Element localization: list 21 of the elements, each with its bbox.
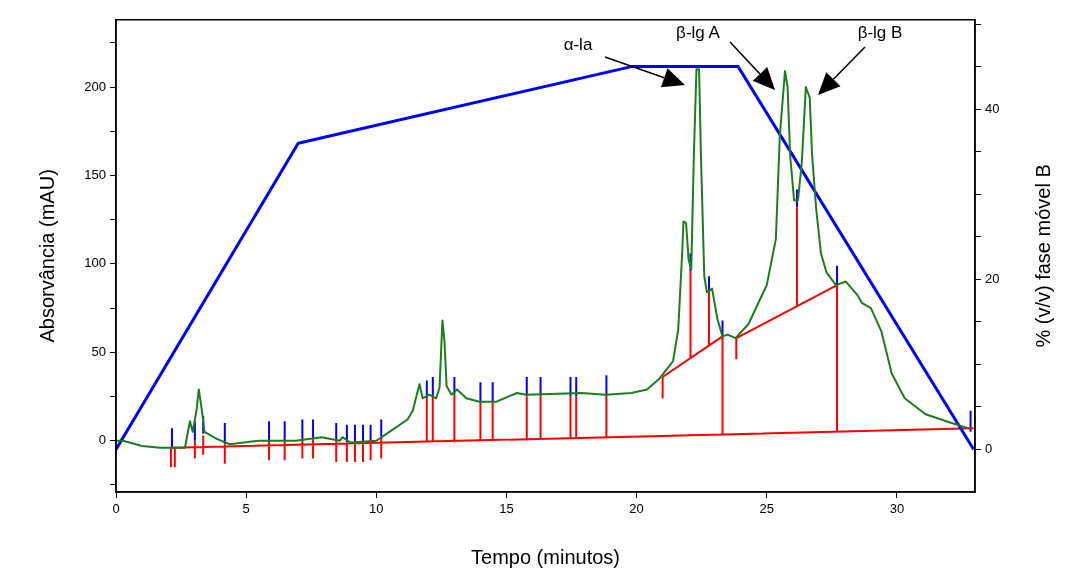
- x-axis-title: Tempo (minutos): [471, 545, 620, 568]
- y2-tick-label: 40: [985, 100, 1000, 116]
- y-tick-label: 150: [84, 167, 106, 183]
- x-tick-label: 15: [499, 501, 514, 517]
- annotation: β-lg B: [857, 23, 903, 43]
- y-axis-title: Absorvância (mAU): [35, 169, 58, 343]
- y2-tick-label: 0: [985, 441, 993, 457]
- x-tick-label: 10: [369, 501, 384, 517]
- y2-axis-title: % (v/v) fase móvel B: [1031, 164, 1054, 348]
- x-tick-label: 5: [242, 501, 250, 517]
- x-tick-label: 0: [112, 501, 120, 517]
- y-tick-label: 200: [84, 78, 106, 94]
- y-tick-label: 50: [91, 343, 106, 359]
- annotation: α-la: [563, 35, 593, 55]
- x-tick-label: 30: [889, 501, 905, 517]
- x-tick-label: 20: [629, 501, 644, 517]
- annotation: β-lg A: [676, 23, 720, 43]
- x-tick-label: 25: [759, 501, 774, 517]
- y2-tick-label: 20: [985, 270, 1000, 286]
- y-tick-label: 100: [84, 255, 106, 271]
- y-tick-label: 0: [98, 432, 106, 448]
